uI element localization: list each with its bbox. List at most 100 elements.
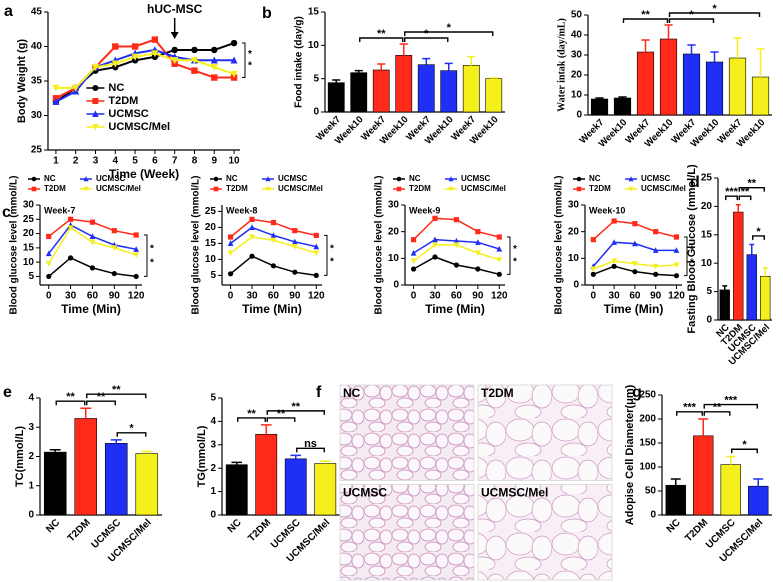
marker xyxy=(191,46,198,54)
marker xyxy=(92,110,99,117)
error-bar xyxy=(141,450,153,454)
y-tick-label: 30 xyxy=(23,200,35,211)
error-bar xyxy=(80,407,92,419)
marker xyxy=(410,249,417,256)
y-tick-label: 45 xyxy=(31,7,43,18)
y-tick-label: 20 xyxy=(388,226,400,237)
side-mark: * xyxy=(690,245,694,256)
micrograph-label: UCMSC/Mel xyxy=(481,486,548,500)
legend-label: UCMSC/Mel xyxy=(461,184,506,193)
marker xyxy=(213,176,219,182)
error-bar xyxy=(422,57,431,65)
y-axis-label: TC(mmol/L) xyxy=(14,426,26,487)
error-bar xyxy=(698,418,709,436)
significance-bracket xyxy=(296,447,325,453)
marker xyxy=(89,239,96,246)
significance-label: *** xyxy=(724,395,738,407)
x-tick-label: 30 xyxy=(609,291,621,302)
marker xyxy=(292,228,298,234)
bar xyxy=(590,98,609,116)
panel-label: d xyxy=(690,174,700,191)
significance-bracket xyxy=(86,393,147,399)
legend-label: UCMSC xyxy=(108,108,148,120)
marker xyxy=(111,60,119,68)
marker xyxy=(52,84,60,92)
y-tick-label: 15 xyxy=(701,229,713,240)
marker xyxy=(46,273,52,280)
error-bar xyxy=(319,460,331,464)
legend-label: T2DM xyxy=(108,95,138,107)
plot-title: Week-7 xyxy=(44,205,75,215)
arrow-head xyxy=(170,32,179,39)
x-tick-label: 8 xyxy=(192,156,198,167)
marker xyxy=(210,64,218,72)
legend-label: T2DM xyxy=(226,184,248,193)
significance-label: ** xyxy=(641,9,650,21)
error-bar xyxy=(710,51,719,62)
bar xyxy=(733,211,744,321)
micrograph xyxy=(339,384,475,481)
marker xyxy=(131,53,139,61)
marker xyxy=(151,36,159,43)
micrograph xyxy=(339,484,475,581)
marker xyxy=(31,186,37,192)
marker xyxy=(611,258,617,265)
series-line xyxy=(48,224,137,255)
marker xyxy=(652,247,659,253)
marker xyxy=(291,244,298,250)
bar xyxy=(682,53,701,116)
marker xyxy=(270,220,277,226)
marker xyxy=(249,253,255,259)
y-tick-label: 0 xyxy=(393,280,399,291)
significance-label: ** xyxy=(713,402,722,414)
error-bar xyxy=(618,96,627,98)
marker xyxy=(313,250,320,257)
bar xyxy=(665,484,686,516)
y-tick-label: 10 xyxy=(571,90,583,101)
marker xyxy=(230,39,238,47)
error-bar xyxy=(110,439,122,444)
marker xyxy=(673,247,680,253)
marker xyxy=(270,263,277,269)
significance-label: ** xyxy=(247,408,256,420)
y-tick-label: 5 xyxy=(313,73,319,84)
y-axis-label: Fasting Blood Glucose (mmol/L) xyxy=(686,164,698,334)
x-tick-label: 1 xyxy=(53,156,59,167)
marker xyxy=(448,186,454,192)
significance-bracket xyxy=(738,186,765,192)
side-bracket xyxy=(144,234,148,277)
marker xyxy=(68,255,74,261)
bar xyxy=(395,55,413,113)
significance-label: * xyxy=(712,3,717,15)
significance-label: ns xyxy=(304,438,317,450)
x-axis-label: Time (Min) xyxy=(604,302,664,316)
marker xyxy=(133,232,139,238)
significance-bracket xyxy=(404,31,494,36)
bar xyxy=(135,453,159,516)
plot-title: Week-10 xyxy=(589,205,625,215)
marker xyxy=(68,216,74,222)
series-line xyxy=(55,38,235,100)
y-tick-label: 10 xyxy=(568,253,580,264)
marker xyxy=(396,176,402,182)
error-bar xyxy=(595,97,604,99)
series-line xyxy=(55,52,235,89)
marker xyxy=(133,273,139,280)
micrograph-label: NC xyxy=(343,386,361,400)
marker xyxy=(590,237,596,243)
marker xyxy=(92,98,99,104)
marker xyxy=(313,232,319,238)
x-tick-label: 10 xyxy=(228,156,240,167)
marker xyxy=(171,46,178,54)
x-tick-label: 0 xyxy=(591,291,597,302)
panel-label: a xyxy=(4,3,13,20)
x-tick-label: 90 xyxy=(109,291,121,302)
legend-label: NC xyxy=(226,174,238,183)
marker xyxy=(92,85,99,91)
x-tick-label: 60 xyxy=(87,291,99,302)
marker xyxy=(496,245,503,252)
x-tick-label: NC xyxy=(665,517,683,535)
y-tick-label: 5 xyxy=(210,393,216,404)
y-tick-label: 2 xyxy=(210,463,216,474)
significance-label: ** xyxy=(97,391,106,403)
